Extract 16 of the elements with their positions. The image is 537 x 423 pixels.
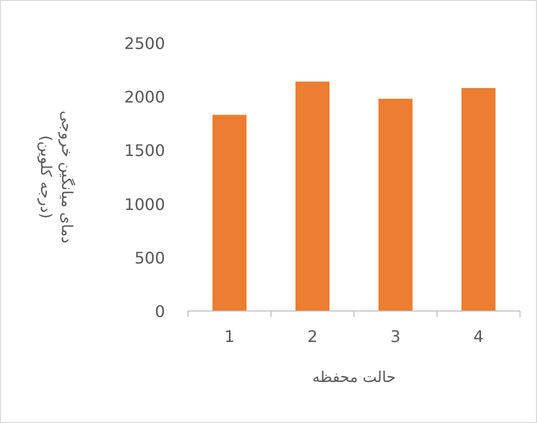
x-tick-label: 2 [307,327,318,346]
y-tick-label: 0 [154,302,165,321]
y-tick-label: 2000 [124,88,165,107]
x-tick-label: 4 [473,327,484,346]
bar [212,114,247,311]
x-tick-label: 1 [224,327,235,346]
y-axis-title: دمای میانگین خروجی (درجه کلوین) [37,110,76,244]
bar [295,82,330,311]
y-tick-label: 1500 [124,141,165,160]
bar [378,98,413,311]
x-tick-label: 3 [390,327,401,346]
y-tick-label: 1000 [124,194,165,214]
y-tick-label: 500 [134,248,165,268]
bar [461,88,496,311]
y-tick-label: 2500 [124,34,165,53]
x-axis-title: حالت محفظه [312,368,396,386]
